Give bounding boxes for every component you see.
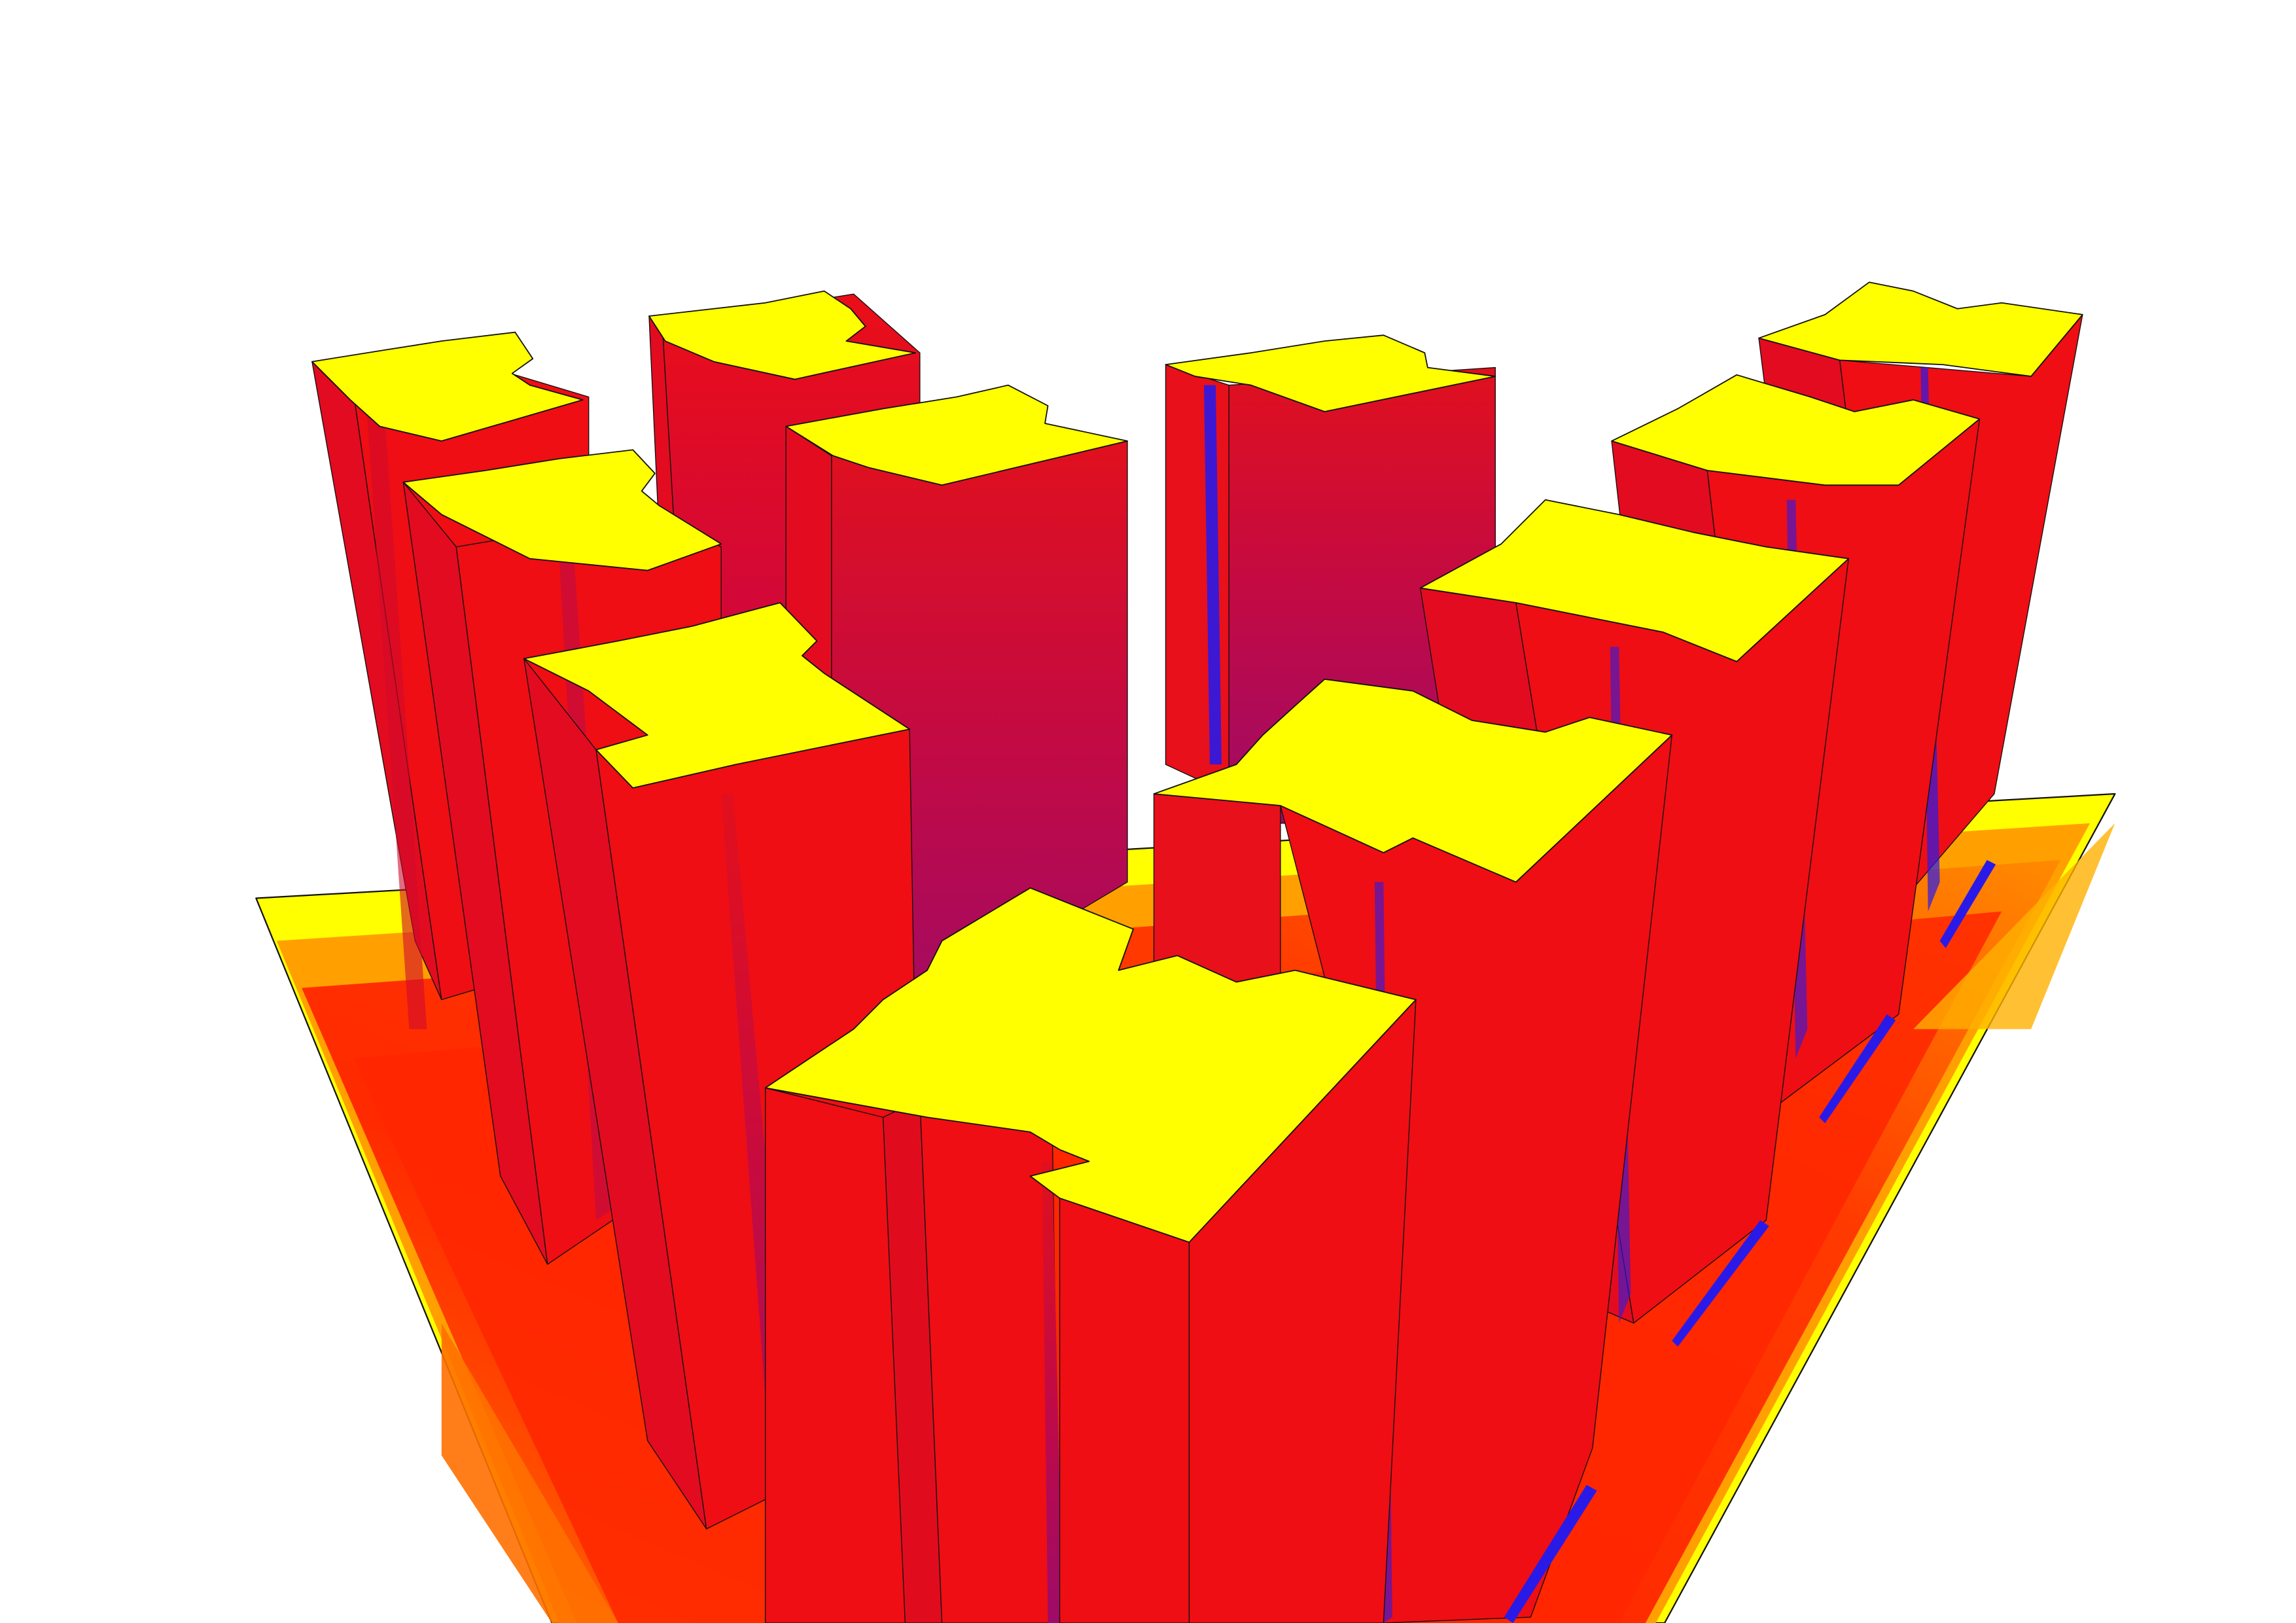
shadow-edges [1504, 860, 1996, 1623]
tower-front-center [764, 887, 1417, 1623]
